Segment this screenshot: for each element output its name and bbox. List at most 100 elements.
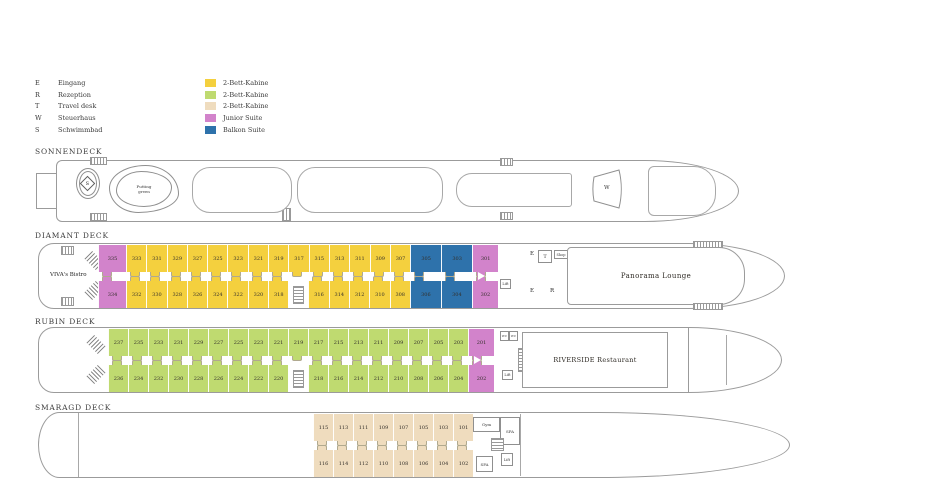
legend-key-label: Eingang xyxy=(58,78,86,87)
cabin-223: 223 xyxy=(248,329,268,361)
entrance-marker-bottom: E xyxy=(530,288,535,294)
cabin-115: 115 xyxy=(313,414,333,446)
deck-title-sonnendeck: SONNENDECK xyxy=(35,147,103,156)
cabin-106: 106 xyxy=(413,445,433,477)
wheelhouse: W xyxy=(592,169,622,209)
legend-category-label: Balkon Suite xyxy=(223,125,266,134)
legend-letter: E xyxy=(35,78,40,87)
legend-keys: E Eingang R Rezeption T Travel desk W St… xyxy=(35,77,102,135)
cabin-211: 211 xyxy=(368,329,388,361)
deck-hatch xyxy=(500,158,513,166)
stern-stairs xyxy=(61,246,74,255)
sun-deck-area xyxy=(456,173,572,207)
cabin-328: 328 xyxy=(166,276,187,308)
cabin-237: 237 xyxy=(108,329,128,361)
cabin-235: 235 xyxy=(128,329,148,361)
cabin-319: 319 xyxy=(268,245,289,277)
cabin-row-top: 335 333 331 329 327 325 323 321 319 317 315 313 311 3… xyxy=(98,245,499,277)
cabin-304: 304 xyxy=(440,276,472,308)
legend-key-row: T Travel desk xyxy=(35,100,102,112)
legend-letter: W xyxy=(35,113,42,122)
cabin-116: 116 xyxy=(313,445,333,477)
legend-key-row: W Steuerhaus xyxy=(35,112,102,124)
deck-title-diamant: DIAMANT DECK xyxy=(35,231,109,240)
stern-stairs xyxy=(61,297,74,306)
cabin-218: 218 xyxy=(308,360,328,392)
cabin-214: 214 xyxy=(348,360,368,392)
cabin-307: 307 xyxy=(389,245,411,277)
cabin-313: 313 xyxy=(328,245,350,277)
cabin-102: 102 xyxy=(453,445,473,477)
legend-category-label: Junior Suite xyxy=(223,113,263,122)
spa-box-lower: SPA xyxy=(476,456,493,472)
cabin-104: 104 xyxy=(433,445,453,477)
cabin-236: 236 xyxy=(108,360,128,392)
legend-category-row: Balkon Suite xyxy=(205,124,268,136)
cabin-228: 228 xyxy=(188,360,208,392)
bow-hatch xyxy=(693,241,723,248)
ship-diamant: VIVA's Bistro 335 333 331 329 327 325 323 321 31… xyxy=(38,241,790,310)
cabin-108: 108 xyxy=(393,445,413,477)
lift-box: Lift xyxy=(502,370,513,380)
cabin-224: 224 xyxy=(228,360,248,392)
legend-category-row: 2-Bett-Kabine xyxy=(205,77,268,89)
bow-hatch xyxy=(693,303,723,310)
cabin-113: 113 xyxy=(333,414,353,446)
ship-smaragd: 115 113 111 109 107 105 103 101 116 114 112 110 108… xyxy=(38,411,794,480)
stairwell-gap xyxy=(288,365,308,392)
cabin-color-swatch xyxy=(205,102,216,111)
cabin-101: 101 xyxy=(453,414,473,446)
cabin-317: 317 xyxy=(288,245,309,277)
lift-box: Lift xyxy=(501,453,513,466)
lift-box: Lift xyxy=(500,279,511,289)
cabin-322: 322 xyxy=(227,276,248,308)
legend-category-label: 2-Bett-Kabine xyxy=(223,102,269,111)
cabin-331: 331 xyxy=(146,245,167,277)
cabin-333: 333 xyxy=(126,245,147,277)
gym-box: Gym xyxy=(473,417,500,432)
cabin-302: 302 xyxy=(471,276,498,308)
travel-desk-box: T xyxy=(538,250,552,263)
cabin-209: 209 xyxy=(388,329,408,361)
corridor-arrow xyxy=(474,356,481,364)
putting-green-label: Putting green xyxy=(136,184,152,194)
bow-outline xyxy=(599,412,790,478)
cabin-220: 220 xyxy=(268,360,288,392)
cabin-row-bottom: 334 332 330 328 326 324 322 320 318 316 314 312 310 3… xyxy=(98,276,498,308)
legend-key-label: Rezeption xyxy=(58,90,91,99)
bow-bulkhead-line xyxy=(726,335,727,385)
wheelhouse-shape xyxy=(592,169,622,209)
cabin-301: 301 xyxy=(472,245,499,277)
cabin-330: 330 xyxy=(146,276,167,308)
wheelhouse-letter: W xyxy=(604,185,610,191)
cabin-row-top: 237 235 233 231 229 227 225 223 221 219 217 215 213 2… xyxy=(108,329,494,361)
cabin-color-swatch xyxy=(205,78,216,87)
cabin-324: 324 xyxy=(207,276,228,308)
cabin-308: 308 xyxy=(389,276,410,308)
legend-letter: R xyxy=(35,90,40,99)
legend-categories: 2-Bett-Kabine 2-Bett-Kabine 2-Bett-Kabin… xyxy=(205,77,268,135)
cabin-215: 215 xyxy=(328,329,348,361)
bow-deck-area xyxy=(648,166,716,216)
cabin-110: 110 xyxy=(373,445,393,477)
cabin-204: 204 xyxy=(448,360,468,392)
cabin-233: 233 xyxy=(148,329,168,361)
stairwell-gap xyxy=(288,281,309,308)
legend-key-label: Travel desk xyxy=(58,102,97,111)
riverside-restaurant: RIVERSIDE Restaurant xyxy=(522,332,668,388)
cabin-111: 111 xyxy=(353,414,373,446)
cabin-210: 210 xyxy=(388,360,408,392)
cabin-205: 205 xyxy=(428,329,448,361)
cabin-325: 325 xyxy=(207,245,228,277)
panorama-lounge: Panorama Lounge xyxy=(567,247,745,305)
legend-category-label: 2-Bett-Kabine xyxy=(223,90,269,99)
cabin-309: 309 xyxy=(369,245,390,277)
legend-key-row: E Eingang xyxy=(35,77,102,89)
cabin-231: 231 xyxy=(168,329,188,361)
cabin-219: 219 xyxy=(288,329,308,361)
corridor-arrow xyxy=(478,272,485,280)
ship-sonnendeck: S Putting green W xyxy=(36,157,750,226)
gangway-hatch xyxy=(90,213,107,221)
cabin-107: 107 xyxy=(393,414,413,446)
